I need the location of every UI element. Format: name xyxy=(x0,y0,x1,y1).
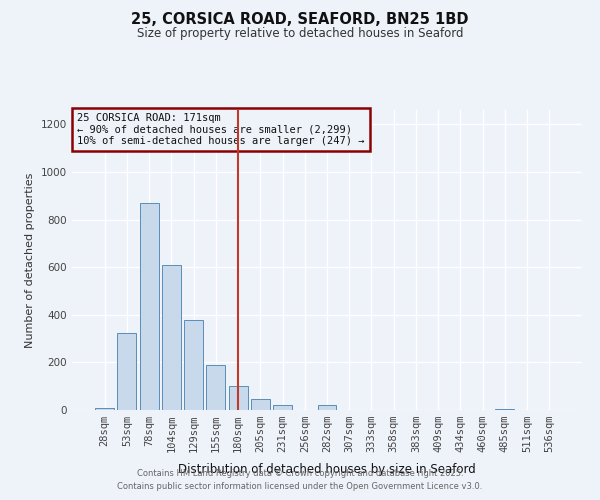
X-axis label: Distribution of detached houses by size in Seaford: Distribution of detached houses by size … xyxy=(178,464,476,476)
Bar xyxy=(162,265,181,410)
Bar xyxy=(140,204,158,410)
Text: 25, CORSICA ROAD, SEAFORD, BN25 1BD: 25, CORSICA ROAD, SEAFORD, BN25 1BD xyxy=(131,12,469,28)
Bar xyxy=(317,405,337,410)
Bar xyxy=(95,408,114,410)
Bar xyxy=(118,332,136,410)
Text: Contains public sector information licensed under the Open Government Licence v3: Contains public sector information licen… xyxy=(118,482,482,491)
Bar xyxy=(273,405,292,410)
Text: Contains HM Land Registry data © Crown copyright and database right 2025.: Contains HM Land Registry data © Crown c… xyxy=(137,468,463,477)
Bar xyxy=(496,409,514,410)
Bar xyxy=(229,386,248,410)
Text: Size of property relative to detached houses in Seaford: Size of property relative to detached ho… xyxy=(137,28,463,40)
Bar xyxy=(206,365,225,410)
Text: 25 CORSICA ROAD: 171sqm
← 90% of detached houses are smaller (2,299)
10% of semi: 25 CORSICA ROAD: 171sqm ← 90% of detache… xyxy=(77,113,365,146)
Y-axis label: Number of detached properties: Number of detached properties xyxy=(25,172,35,348)
Bar xyxy=(184,320,203,410)
Bar xyxy=(251,400,270,410)
